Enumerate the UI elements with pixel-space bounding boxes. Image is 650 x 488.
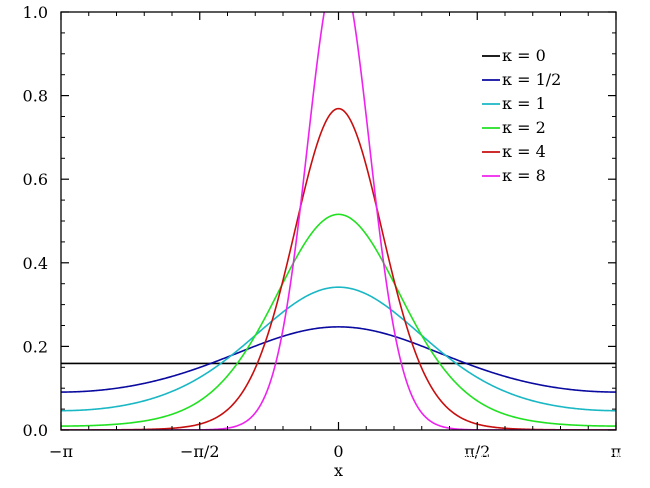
series-layer xyxy=(61,12,616,430)
y-axis-ticks: 0.0 0.2 0.4 0.6 0.8 1.0 xyxy=(23,3,616,440)
y-tick-label: 1.0 xyxy=(23,3,48,22)
x-axis-ticks: −π −π/2 0 π/2 π xyxy=(49,12,621,461)
x-tick-label: 0 xyxy=(333,442,343,461)
legend: κ = 0 κ = 1/2 κ = 1 κ = 2 κ = 4 κ = 8 xyxy=(482,46,561,185)
y-tick-label: 0.6 xyxy=(23,170,48,189)
legend-label-2: κ = 1 xyxy=(502,94,546,113)
x-axis-label: x xyxy=(334,461,343,480)
series-line-2 xyxy=(61,286,616,412)
legend-label-4: κ = 4 xyxy=(502,142,546,161)
y-tick-label: 0.8 xyxy=(23,87,48,106)
legend-label-1: κ = 1/2 xyxy=(502,70,561,89)
y-tick-label: 0.0 xyxy=(23,421,48,440)
x-tick-label: π xyxy=(611,442,622,461)
y-tick-label: 0.2 xyxy=(23,337,48,356)
x-tick-label: −π xyxy=(49,442,73,461)
legend-label-5: κ = 8 xyxy=(502,166,546,185)
series-line-3 xyxy=(61,213,616,427)
series-line-1 xyxy=(61,326,616,393)
x-tick-label: π/2 xyxy=(464,442,490,461)
y-tick-label: 0.4 xyxy=(23,254,48,273)
watermark-text: 知乎 @牛斯托洛夫斯坦 xyxy=(457,452,632,472)
x-tick-label: −π/2 xyxy=(180,442,220,461)
legend-label-3: κ = 2 xyxy=(502,118,546,137)
legend-label-0: κ = 0 xyxy=(502,46,546,65)
